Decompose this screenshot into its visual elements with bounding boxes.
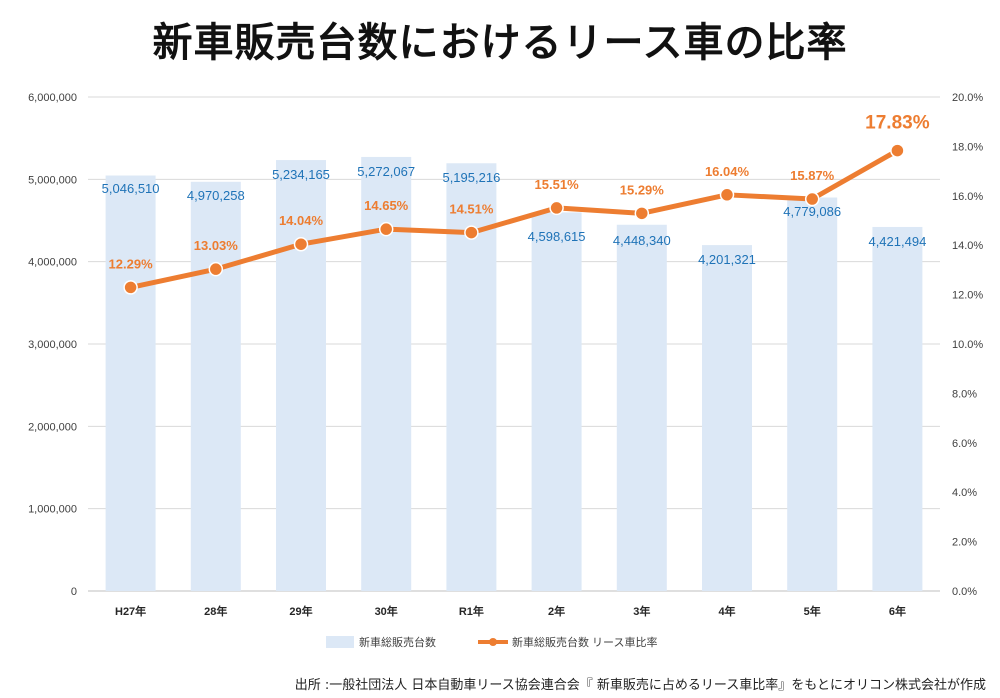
bar-data-label: 4,970,258	[187, 188, 245, 203]
bar	[616, 224, 667, 591]
y-left-tick-label: 2,000,000	[28, 421, 77, 433]
x-tick-label: 4年	[718, 604, 735, 618]
x-tick-label: 2年	[548, 604, 565, 618]
bar-data-label: 5,046,510	[102, 181, 160, 196]
y-left-tick-label: 5,000,000	[28, 174, 77, 186]
y-right-tick-label: 12.0%	[952, 290, 983, 302]
bar	[276, 160, 326, 591]
line-point	[293, 236, 309, 252]
x-tick-label: H27年	[115, 604, 146, 618]
y-right-tick-label: 16.0%	[952, 191, 983, 203]
y-right-tick-label: 0.0%	[952, 586, 977, 598]
line-point	[378, 221, 394, 237]
bar-data-label: 5,234,165	[272, 167, 330, 182]
line-point	[208, 261, 224, 277]
line-point	[804, 191, 820, 207]
legend-bar-swatch	[326, 636, 354, 648]
y-left-tick-label: 4,000,000	[28, 257, 77, 269]
x-tick-label: 3年	[633, 604, 650, 618]
line-data-label: 17.83%	[865, 113, 930, 134]
bar	[190, 181, 241, 591]
bar	[872, 226, 923, 591]
y-right-tick-label: 18.0%	[952, 141, 983, 153]
legend-line-label: 新車総販売台数 リース車比率	[512, 635, 658, 649]
line-point	[123, 280, 138, 295]
line-data-label: 15.87%	[790, 168, 835, 183]
legend-bar-label: 新車総販売台数	[359, 635, 436, 649]
line-data-label: 12.29%	[109, 256, 154, 271]
series-line	[128, 148, 900, 290]
y-right-tick-label: 10.0%	[952, 339, 983, 351]
line-point	[890, 143, 905, 158]
line-data-label: 16.04%	[705, 164, 750, 179]
y-left-tick-label: 1,000,000	[28, 504, 77, 516]
line-point	[719, 187, 735, 203]
line-data-label: 14.51%	[449, 202, 494, 217]
source-note: 出所 :一般社団法人 日本自動車リース協会連合会『 新車販売に占めるリース車比率…	[294, 678, 986, 693]
x-tick-label: 29年	[289, 604, 312, 618]
x-tick-label: 5年	[804, 604, 821, 618]
page-title: 新車販売台数におけるリース車の比率	[152, 20, 848, 66]
x-tick-label: 6年	[889, 604, 906, 618]
x-tick-label: R1年	[459, 604, 484, 618]
y-right-tick-label: 14.0%	[952, 240, 983, 252]
y-right-tick-label: 6.0%	[952, 438, 977, 450]
line-data-label: 15.29%	[620, 182, 665, 197]
line-point	[464, 225, 479, 240]
bar-data-label: 4,779,086	[783, 204, 841, 219]
y-left-tick-label: 3,000,000	[28, 339, 77, 351]
line-data-label: 14.65%	[364, 198, 409, 213]
bar-data-label: 5,195,216	[442, 170, 500, 185]
bar	[105, 175, 156, 591]
x-tick-label: 28年	[204, 604, 227, 618]
bar	[702, 245, 752, 591]
line-data-label: 15.51%	[535, 177, 580, 192]
y-right-tick-label: 4.0%	[952, 487, 977, 499]
line-data-label: 13.03%	[194, 238, 239, 253]
bar-data-label: 4,448,340	[613, 233, 671, 248]
bar	[531, 212, 582, 592]
legend-line-marker	[489, 638, 497, 646]
bar	[787, 197, 838, 592]
bar-data-label: 5,272,067	[357, 164, 415, 179]
bar-data-label: 4,598,615	[528, 229, 586, 244]
line-data-label: 14.04%	[279, 213, 324, 228]
line-point	[634, 206, 650, 221]
y-right-tick-label: 8.0%	[952, 388, 977, 400]
bar-data-label: 4,201,321	[698, 252, 756, 267]
line-point	[549, 200, 564, 216]
y-right-tick-label: 20.0%	[952, 92, 983, 104]
y-left-tick-label: 0	[71, 586, 77, 598]
y-right-tick-label: 2.0%	[952, 537, 977, 549]
x-tick-label: 30年	[375, 604, 398, 618]
bar-data-label: 4,421,494	[868, 234, 926, 249]
y-left-tick-label: 6,000,000	[28, 92, 77, 104]
